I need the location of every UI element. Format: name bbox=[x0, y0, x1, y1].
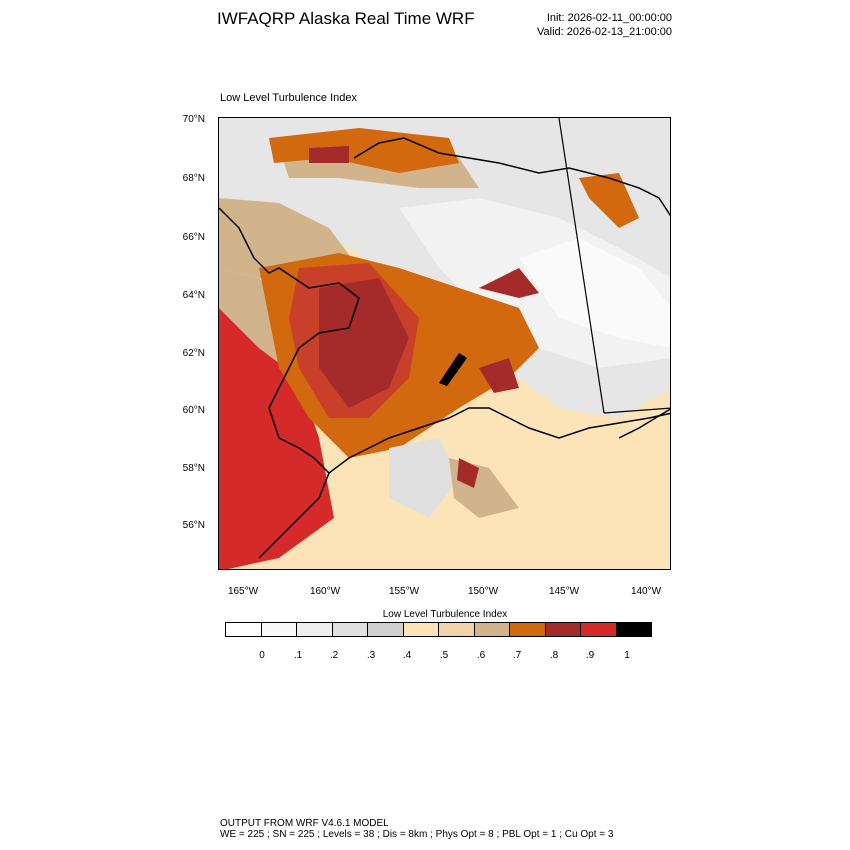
colorbar-title: Low Level Turbulence Index bbox=[382, 609, 508, 620]
valid-time: Valid: 2026-02-13_21:00:00 bbox=[537, 26, 672, 38]
colorbar-swatch bbox=[296, 622, 333, 637]
page-title: IWFAQRP Alaska Real Time WRF bbox=[217, 9, 475, 28]
colorbar-label: .2 bbox=[329, 650, 339, 661]
turbulence-map bbox=[218, 117, 671, 570]
colorbar-swatch bbox=[438, 622, 475, 637]
lon-label: 155°W bbox=[388, 586, 420, 597]
colorbar-swatch bbox=[260, 622, 297, 637]
lat-label: 66°N bbox=[182, 232, 205, 243]
lat-label: 64°N bbox=[182, 290, 205, 301]
lon-label: 165°W bbox=[227, 586, 259, 597]
colorbar-label: 0 bbox=[259, 650, 265, 661]
lat-label: 70°N bbox=[182, 114, 205, 125]
map-subtitle: Low Level Turbulence Index bbox=[220, 92, 357, 104]
colorbar-swatch bbox=[580, 622, 617, 637]
lat-label: 68°N bbox=[182, 173, 205, 184]
colorbar-label: .5 bbox=[439, 650, 449, 661]
lat-label: 58°N bbox=[182, 463, 205, 474]
lon-label: 145°W bbox=[548, 586, 580, 597]
colorbar-swatch bbox=[473, 622, 510, 637]
colorbar-label: .8 bbox=[549, 650, 559, 661]
init-time: Init: 2026-02-11_00:00:00 bbox=[546, 12, 672, 24]
lat-label: 60°N bbox=[182, 405, 205, 416]
lat-label: 62°N bbox=[182, 348, 205, 359]
colorbar-label: .3 bbox=[366, 650, 376, 661]
colorbar-label: 1 bbox=[624, 650, 630, 661]
colorbar-label: .1 bbox=[293, 650, 303, 661]
colorbar-swatch bbox=[331, 622, 368, 637]
colorbar-label: .6 bbox=[476, 650, 486, 661]
colorbar-swatch bbox=[402, 622, 439, 637]
colorbar-swatch bbox=[615, 622, 652, 637]
colorbar-swatch bbox=[367, 622, 404, 637]
footer-options-line: WE = 225 ; SN = 225 ; Levels = 38 ; Dis … bbox=[220, 829, 614, 840]
footer-model-line: OUTPUT FROM WRF V4.6.1 MODEL bbox=[220, 818, 389, 829]
colorbar-label: .7 bbox=[512, 650, 522, 661]
colorbar bbox=[225, 622, 652, 638]
lon-label: 140°W bbox=[630, 586, 662, 597]
lat-label: 56°N bbox=[182, 520, 205, 531]
colorbar-swatch bbox=[225, 622, 262, 637]
colorbar-label: .9 bbox=[585, 650, 595, 661]
map-graphic bbox=[219, 118, 670, 569]
lon-label: 160°W bbox=[309, 586, 341, 597]
colorbar-swatch bbox=[509, 622, 546, 637]
colorbar-swatch bbox=[544, 622, 581, 637]
lon-label: 150°W bbox=[467, 586, 499, 597]
colorbar-label: .4 bbox=[402, 650, 412, 661]
